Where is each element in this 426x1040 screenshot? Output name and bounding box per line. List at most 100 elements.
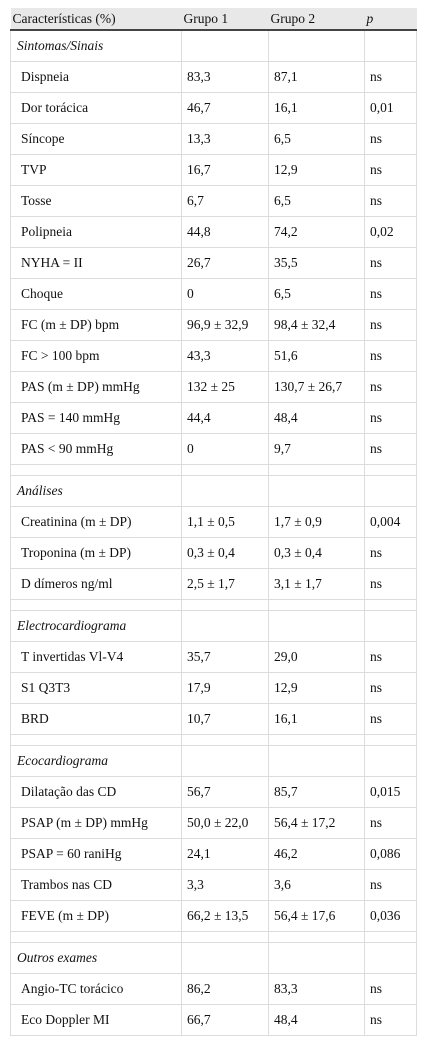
cell: ns (364, 247, 417, 279)
spacer-row (10, 599, 417, 611)
cell: 66,2 ± 13,5 (181, 900, 269, 932)
section-title: Análises (10, 475, 182, 507)
data-row: PSAP (m ± DP) mmHg 50,0 ± 22,0 56,4 ± 17,2… (10, 807, 417, 839)
data-row: FEVE (m ± DP) 66,2 ± 13,5 56,4 ± 17,6 0,036 (10, 900, 417, 932)
spacer-cell (10, 734, 182, 746)
cell: ns (364, 973, 417, 1005)
cell: 74,2 (268, 216, 365, 248)
section-title: Outros exames (10, 942, 182, 974)
cell: ns (364, 340, 417, 372)
cell: ns (364, 641, 417, 673)
spacer-row (10, 464, 417, 476)
header-cell: Características (%) (10, 8, 182, 31)
data-row: T invertidas Vl-V4 35,7 29,0 ns (10, 641, 417, 673)
cell: Tosse (10, 185, 182, 217)
data-row: Troponina (m ± DP) 0,3 ± 0,4 0,3 ± 0,4 ns (10, 537, 417, 569)
cell: ns (364, 807, 417, 839)
spacer-cell (10, 599, 182, 611)
empty-cell (268, 745, 365, 777)
empty-cell (181, 610, 269, 642)
cell: 0 (181, 433, 269, 465)
cell: ns (364, 61, 417, 93)
spacer-cell (181, 599, 269, 611)
cell: FC > 100 bpm (10, 340, 182, 372)
spacer-cell (268, 931, 365, 943)
cell: 44,8 (181, 216, 269, 248)
spacer-row (10, 734, 417, 746)
data-row: PAS (m ± DP) mmHg 132 ± 25 130,7 ± 26,7 ns (10, 371, 417, 403)
empty-cell (364, 475, 417, 507)
cell: PSAP = 60 raniHg (10, 838, 182, 870)
cell: 56,4 ± 17,2 (268, 807, 365, 839)
cell: 0,02 (364, 216, 417, 248)
data-row: Trambos nas CD 3,3 3,6 ns (10, 869, 417, 901)
empty-cell (364, 745, 417, 777)
data-row: D dímeros ng/ml 2,5 ± 1,7 3,1 ± 1,7 ns (10, 568, 417, 600)
spacer-cell (10, 931, 182, 943)
empty-cell (364, 942, 417, 974)
cell: Polipneia (10, 216, 182, 248)
data-row: Dispneia 83,3 87,1 ns (10, 61, 417, 93)
cell: 0 (181, 278, 269, 310)
section-row: Electrocardiograma (10, 610, 417, 642)
empty-cell (268, 475, 365, 507)
cell: 9,7 (268, 433, 365, 465)
cell: 13,3 (181, 123, 269, 155)
empty-cell (181, 29, 269, 62)
section-title: Sintomas/Sinais (10, 29, 182, 62)
cell: 0,3 ± 0,4 (268, 537, 365, 569)
cell: Síncope (10, 123, 182, 155)
cell: 6,5 (268, 123, 365, 155)
spacer-cell (268, 464, 365, 476)
section-row: Sintomas/Sinais (10, 29, 417, 62)
empty-cell (364, 610, 417, 642)
cell: 12,9 (268, 154, 365, 186)
cell: 1,1 ± 0,5 (181, 506, 269, 538)
cell: ns (364, 568, 417, 600)
empty-cell (268, 942, 365, 974)
cell: TVP (10, 154, 182, 186)
cell: PAS = 140 mmHg (10, 402, 182, 434)
cell: 0,01 (364, 92, 417, 124)
cell: ns (364, 537, 417, 569)
cell: 46,2 (268, 838, 365, 870)
data-row: BRD 10,7 16,1 ns (10, 703, 417, 735)
cell: 132 ± 25 (181, 371, 269, 403)
cell: 83,3 (268, 973, 365, 1005)
cell: 35,7 (181, 641, 269, 673)
cell: 16,1 (268, 703, 365, 735)
cell: ns (364, 869, 417, 901)
header-cell: Grupo 2 (268, 8, 365, 31)
cell: 48,4 (268, 1004, 365, 1036)
cell: 16,1 (268, 92, 365, 124)
spacer-cell (268, 599, 365, 611)
section-title: Electrocardiograma (10, 610, 182, 642)
cell: ns (364, 433, 417, 465)
cell: ns (364, 402, 417, 434)
cell: 24,1 (181, 838, 269, 870)
data-row: Dilatação das CD 56,7 85,7 0,015 (10, 776, 417, 808)
cell: PAS < 90 mmHg (10, 433, 182, 465)
data-row: FC > 100 bpm 43,3 51,6 ns (10, 340, 417, 372)
empty-cell (364, 29, 417, 62)
cell: 44,4 (181, 402, 269, 434)
section-row: Ecocardiograma (10, 745, 417, 777)
spacer-row (10, 931, 417, 943)
cell: ns (364, 185, 417, 217)
cell: FEVE (m ± DP) (10, 900, 182, 932)
cell: ns (364, 703, 417, 735)
cell: 98,4 ± 32,4 (268, 309, 365, 341)
data-row: Choque 0 6,5 ns (10, 278, 417, 310)
spacer-cell (364, 734, 417, 746)
header-cell: p (364, 8, 417, 31)
spacer-cell (364, 464, 417, 476)
spacer-cell (181, 734, 269, 746)
cell: ns (364, 154, 417, 186)
cell: 130,7 ± 26,7 (268, 371, 365, 403)
cell: 29,0 (268, 641, 365, 673)
cell: 6,7 (181, 185, 269, 217)
cell: T invertidas Vl-V4 (10, 641, 182, 673)
spacer-cell (10, 464, 182, 476)
cell: Trambos nas CD (10, 869, 182, 901)
